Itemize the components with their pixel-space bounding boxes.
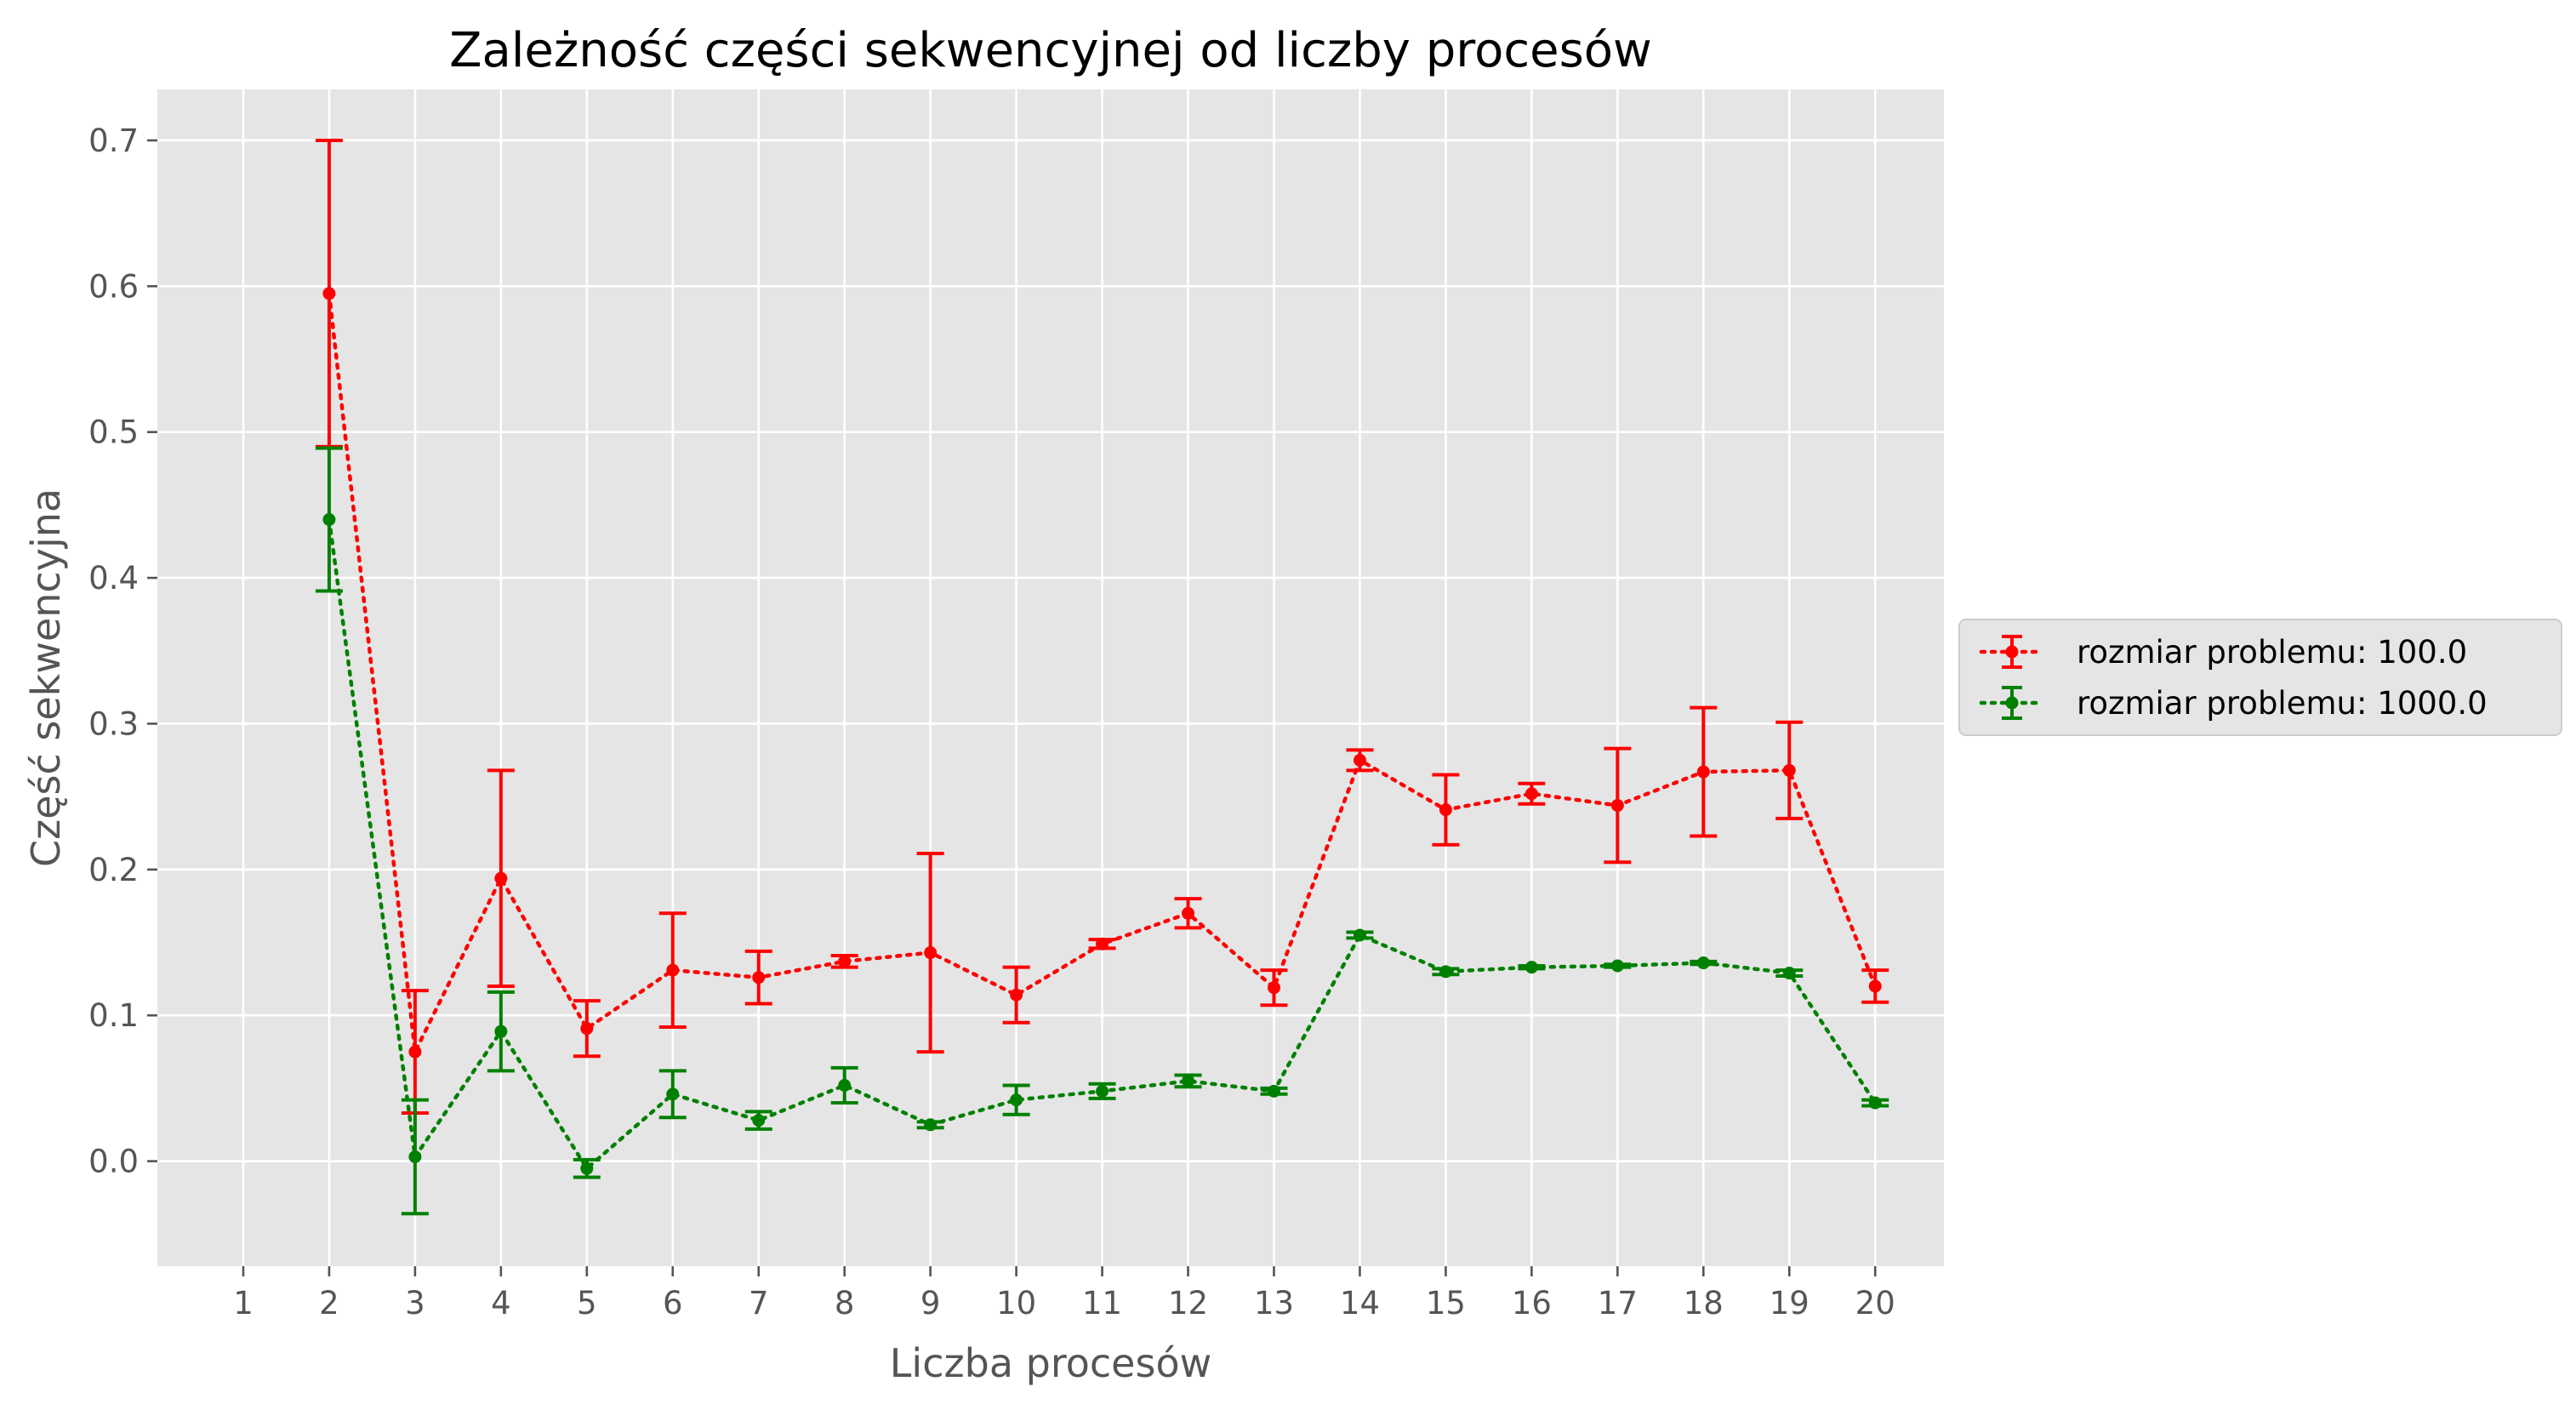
chart-title: Zależność części sekwencyjnej od liczby … — [449, 23, 1652, 78]
series-2 — [315, 446, 1889, 1216]
data-point — [1696, 765, 1710, 779]
x-tick-label: 20 — [1855, 1285, 1895, 1322]
x-tick-label: 4 — [491, 1285, 511, 1322]
y-tick-label: 0.0 — [88, 1144, 139, 1180]
x-tick-label: 2 — [319, 1285, 339, 1322]
data-point — [752, 971, 766, 985]
data-point — [666, 963, 680, 977]
x-axis-label: Liczba procesów — [890, 1340, 1211, 1386]
series-layer — [315, 138, 1889, 1216]
data-point — [494, 871, 508, 885]
data-point — [1268, 1084, 1280, 1098]
data-point — [924, 946, 938, 960]
y-tick-label: 0.1 — [88, 997, 139, 1034]
data-point — [494, 1025, 508, 1038]
data-point — [838, 955, 852, 968]
data-point — [1353, 753, 1366, 767]
legend-label: rozmiar problemu: 100.0 — [2077, 634, 2467, 671]
data-point — [1525, 961, 1538, 974]
x-tick-label: 8 — [835, 1285, 855, 1322]
y-axis: 0.0 0.1 0.2 0.3 0.4 0.5 0.6 0.7 — [88, 123, 157, 1180]
data-point — [580, 1162, 594, 1175]
data-point — [1182, 906, 1195, 920]
y-tick-label: 0.6 — [88, 268, 139, 305]
data-point — [1439, 965, 1452, 979]
x-tick-label: 18 — [1684, 1285, 1724, 1322]
data-point — [1096, 937, 1109, 950]
x-tick-label: 17 — [1598, 1285, 1638, 1322]
legend-box — [1958, 619, 2562, 736]
data-point — [1610, 798, 1624, 812]
data-point — [1868, 1096, 1882, 1110]
data-point — [1182, 1074, 1195, 1087]
x-tick-label: 9 — [920, 1285, 941, 1322]
data-point — [1782, 967, 1796, 980]
x-tick-label: 10 — [996, 1285, 1036, 1322]
x-tick-label: 5 — [577, 1285, 597, 1322]
data-point — [1868, 979, 1882, 993]
y-tick-label: 0.7 — [88, 123, 139, 159]
data-point — [752, 1114, 766, 1127]
data-point — [408, 1045, 422, 1059]
data-point — [1610, 959, 1624, 973]
x-tick-label: 1 — [233, 1285, 254, 1322]
x-tick-label: 3 — [405, 1285, 425, 1322]
data-point — [322, 287, 336, 300]
data-point — [1353, 928, 1366, 942]
data-point — [1010, 1093, 1023, 1107]
data-point — [1782, 763, 1796, 777]
x-tick-label: 14 — [1340, 1285, 1380, 1322]
x-tick-label: 13 — [1254, 1285, 1294, 1322]
x-axis: 1 2 3 4 5 6 7 8 9 10 11 12 13 14 15 16 17 18 19 20 — [233, 1266, 1895, 1322]
data-point — [1696, 956, 1710, 970]
legend-entry-1: rozmiar problemu: 100.0 — [1979, 634, 2467, 671]
data-point — [924, 1118, 938, 1132]
data-point — [1525, 787, 1538, 801]
data-point — [666, 1087, 680, 1101]
data-point — [408, 1150, 422, 1163]
x-tick-label: 11 — [1082, 1285, 1122, 1322]
data-point — [1268, 981, 1280, 995]
y-tick-label: 0.3 — [88, 705, 139, 742]
legend-entry-2: rozmiar problemu: 1000.0 — [1979, 685, 2488, 722]
data-point — [580, 1022, 594, 1036]
data-point — [1439, 803, 1452, 817]
data-point — [1010, 988, 1023, 1002]
x-tick-label: 16 — [1512, 1285, 1552, 1322]
x-tick-label: 15 — [1426, 1285, 1466, 1322]
series-1 — [315, 138, 1889, 1116]
y-axis-label: Część sekwencyjna — [23, 488, 69, 867]
data-point — [322, 513, 336, 527]
data-point — [838, 1078, 852, 1092]
legend-marker — [2005, 645, 2019, 659]
x-tick-label: 6 — [663, 1285, 683, 1322]
y-tick-label: 0.5 — [88, 414, 139, 451]
data-point — [1096, 1084, 1109, 1098]
x-tick-label: 12 — [1168, 1285, 1208, 1322]
legend: rozmiar problemu: 100.0 rozmiar problemu:… — [1958, 619, 2562, 736]
plot-area — [157, 89, 1944, 1266]
x-tick-label: 19 — [1770, 1285, 1809, 1322]
legend-marker — [2005, 696, 2019, 710]
x-tick-label: 7 — [749, 1285, 769, 1322]
y-tick-label: 0.2 — [88, 852, 139, 888]
y-tick-label: 0.4 — [88, 560, 139, 597]
legend-label: rozmiar problemu: 1000.0 — [2077, 685, 2488, 722]
